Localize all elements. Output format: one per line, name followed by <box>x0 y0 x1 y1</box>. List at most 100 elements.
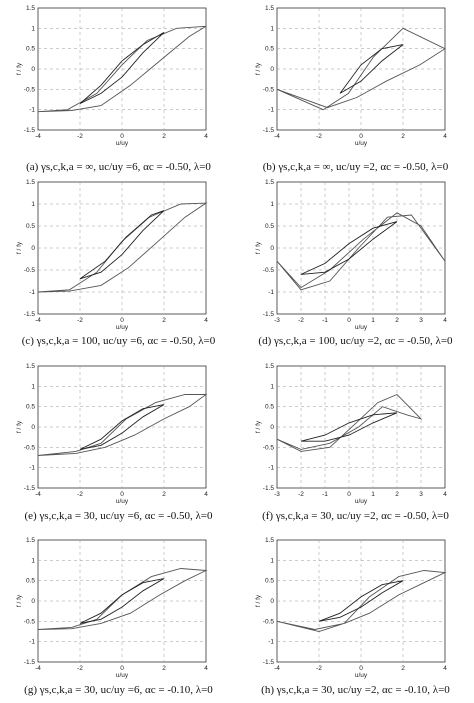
xtick-label-f: 1 <box>371 491 375 498</box>
caption-b: (b) γs,c,k,a = ∞, uc/uy =2, αc = -0.50, … <box>262 161 449 173</box>
ytick-label-h: -1 <box>268 639 274 646</box>
xaxis-label-g: u/uy <box>116 672 129 679</box>
ytick-label-e: 0 <box>31 424 35 431</box>
xtick-label-f: -1 <box>322 491 328 498</box>
series-line-g-1 <box>79 578 165 624</box>
yaxis-label-c: f / fy <box>16 241 23 254</box>
xtick-label-g: -2 <box>77 665 83 672</box>
xtick-label-c: 2 <box>162 317 166 324</box>
series-line-b-0 <box>276 27 446 111</box>
ytick-label-g: 1.5 <box>26 537 35 544</box>
xtick-label-a: 2 <box>162 133 166 140</box>
ytick-label-c: 1.5 <box>26 179 35 186</box>
xtick-label-d: 1 <box>371 317 375 324</box>
xtick-label-d: 2 <box>395 317 399 324</box>
ytick-label-g: 1 <box>31 557 35 564</box>
xtick-label-g: 4 <box>204 665 208 672</box>
xtick-label-d: 4 <box>443 317 447 324</box>
series-line-f-1 <box>300 412 398 442</box>
ytick-label-b: 0 <box>270 66 274 73</box>
ytick-label-d: -1.5 <box>263 311 275 318</box>
ytick-label-d: 0.5 <box>265 223 274 230</box>
caption-d: (d) γs,c,k,a = 100, uc/uy =2, αc = -0.50… <box>258 335 453 347</box>
yaxis-label-g: f / fy <box>16 594 23 607</box>
ytick-label-b: 0.5 <box>265 46 274 53</box>
ytick-label-h: 0 <box>270 598 274 605</box>
xaxis-label-e: u/uy <box>116 498 129 505</box>
ytick-label-e: -1 <box>29 465 35 472</box>
xtick-label-e: -2 <box>77 491 83 498</box>
ytick-label-a: -1 <box>29 107 35 114</box>
ytick-label-g: 0 <box>31 598 35 605</box>
xtick-label-b: 0 <box>359 133 363 140</box>
xaxis-label-c: u/uy <box>116 324 129 331</box>
xtick-label-a: 0 <box>120 133 124 140</box>
ytick-label-d: -0.5 <box>263 267 275 274</box>
xtick-label-b: -4 <box>274 133 280 140</box>
yaxis-label-e: f / fy <box>16 420 23 433</box>
ytick-label-b: -1.5 <box>263 127 275 134</box>
ytick-label-c: -0.5 <box>24 267 36 274</box>
xaxis-label-a: u/uy <box>116 140 129 147</box>
ytick-label-h: -0.5 <box>263 618 275 625</box>
ytick-label-e: 1.5 <box>26 363 35 370</box>
ytick-label-f: 0 <box>270 424 274 431</box>
xtick-label-e: 4 <box>204 491 208 498</box>
xaxis-label-h: u/uy <box>355 672 368 679</box>
caption-g: (g) γs,c,k,a = 30, uc/uy =6, αc = -0.10,… <box>24 684 213 696</box>
xtick-label-d: -3 <box>274 317 280 324</box>
xtick-label-h: 2 <box>401 665 405 672</box>
ytick-label-h: 1.5 <box>265 537 274 544</box>
xtick-label-h: -4 <box>274 665 280 672</box>
ytick-label-b: 1 <box>270 25 274 32</box>
xtick-label-d: 3 <box>419 317 423 324</box>
ytick-label-e: 0.5 <box>26 404 35 411</box>
ytick-label-h: 0.5 <box>265 578 274 585</box>
xtick-label-b: 2 <box>401 133 405 140</box>
yaxis-label-d: f / fy <box>255 241 262 254</box>
ytick-label-f: -1.5 <box>263 485 275 492</box>
ytick-label-e: -1.5 <box>24 485 36 492</box>
yaxis-label-b: f / fy <box>255 62 262 75</box>
yaxis-label-a: f / fy <box>16 62 23 75</box>
xtick-label-f: 4 <box>443 491 447 498</box>
series-line-c-1 <box>79 210 165 280</box>
ytick-label-a: -0.5 <box>24 86 36 93</box>
xtick-label-c: -2 <box>77 317 83 324</box>
series-line-c-0 <box>37 202 208 293</box>
xtick-label-a: 4 <box>204 133 208 140</box>
caption-f: (f) γs,c,k,a = 30, uc/uy =2, αc = -0.50,… <box>262 510 449 522</box>
xtick-label-f: -2 <box>298 491 304 498</box>
xtick-label-e: -4 <box>35 491 41 498</box>
xaxis-label-f: u/uy <box>355 498 368 505</box>
ytick-label-f: 1.5 <box>265 363 274 370</box>
xtick-label-a: -4 <box>35 133 41 140</box>
series-line-g-0 <box>37 568 208 630</box>
ytick-label-c: -1.5 <box>24 311 36 318</box>
series-line-f-0 <box>276 393 423 452</box>
xtick-label-h: 0 <box>359 665 363 672</box>
series-line-e-0 <box>37 394 208 456</box>
ytick-label-b: -0.5 <box>263 86 275 93</box>
series-line-b-1 <box>339 44 404 94</box>
ytick-label-c: -1 <box>29 289 35 296</box>
xtick-label-e: 2 <box>162 491 166 498</box>
xaxis-label-b: u/uy <box>355 140 368 147</box>
xtick-label-c: -4 <box>35 317 41 324</box>
series-line-d-1 <box>300 221 398 275</box>
yaxis-label-h: f / fy <box>255 594 262 607</box>
series-line-h-1 <box>318 580 404 622</box>
ytick-label-e: -0.5 <box>24 444 36 451</box>
xtick-label-g: 2 <box>162 665 166 672</box>
series-line-a-0 <box>37 25 207 113</box>
ytick-label-a: -1.5 <box>24 127 36 134</box>
xtick-label-f: 3 <box>419 491 423 498</box>
xtick-label-g: 0 <box>120 665 124 672</box>
xtick-label-d: -1 <box>322 317 328 324</box>
series-line-h-0 <box>276 570 447 632</box>
ytick-label-f: -0.5 <box>263 444 275 451</box>
ytick-label-a: 1.5 <box>26 5 35 12</box>
ytick-label-c: 0 <box>31 245 35 252</box>
ytick-label-f: -1 <box>268 465 274 472</box>
